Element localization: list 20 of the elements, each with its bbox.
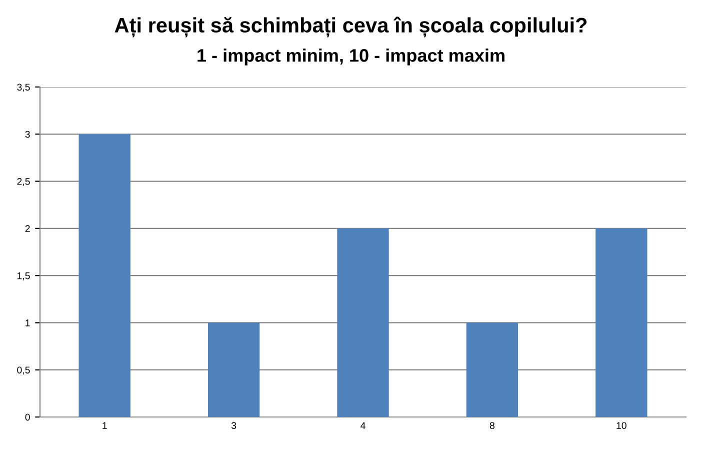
y-tick-label: 0 xyxy=(25,414,30,421)
y-tick-label: 1 xyxy=(26,320,30,326)
chart-subtitle: 1 - impact minim, 10 - impact maxim xyxy=(198,48,504,66)
bar xyxy=(337,228,389,417)
x-tick-label: 8 xyxy=(490,422,494,429)
y-tick-label: 0,5 xyxy=(17,366,30,375)
bar xyxy=(78,134,130,417)
x-tick-label: 4 xyxy=(360,422,366,429)
x-tick-label: 10 xyxy=(616,422,626,429)
y-tick-label: 2 xyxy=(25,225,30,232)
y-tick-label: 1,5 xyxy=(18,272,30,280)
bar xyxy=(596,228,648,417)
x-tick-label: 3 xyxy=(231,422,236,429)
y-tick-label: 3,5 xyxy=(17,84,30,92)
bar xyxy=(466,322,518,417)
chart-title: Ați reușit să schimbați ceva în școala copilului? xyxy=(114,16,587,38)
bar xyxy=(208,322,260,417)
x-tick-label: 1 xyxy=(102,422,107,429)
y-tick-label: 3 xyxy=(25,130,30,138)
y-tick-label: 2,5 xyxy=(17,178,30,186)
